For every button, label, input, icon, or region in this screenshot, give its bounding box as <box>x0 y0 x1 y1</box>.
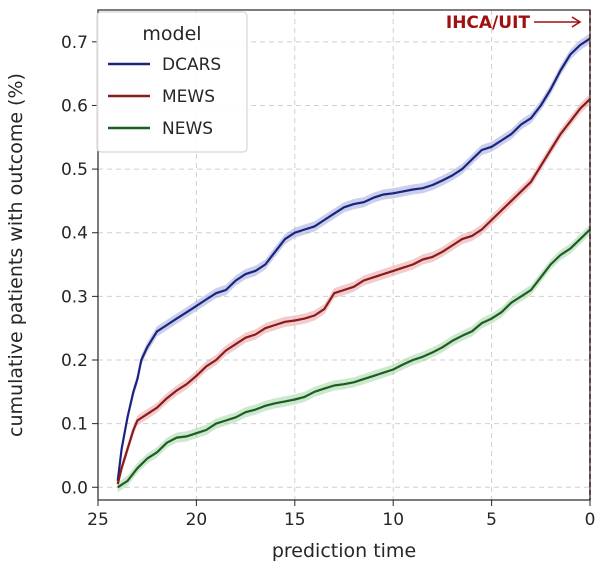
x-tick-label: 0 <box>585 510 596 530</box>
confidence-band-layer <box>117 33 590 493</box>
series-line-dcars <box>116 37 591 482</box>
legend-label-dcars: DCARS <box>162 55 221 75</box>
legend: model DCARS MEWS NEWS <box>96 11 248 153</box>
y-axis-label: cumulative patients with outcome (%) <box>5 73 27 437</box>
x-tick-label: 15 <box>284 510 306 530</box>
x-axis-label: prediction time <box>272 540 416 562</box>
series-line-layer <box>116 37 591 489</box>
legend-label-news: NEWS <box>162 119 213 139</box>
series-line-mews <box>116 98 591 485</box>
plot-frame <box>97 9 591 501</box>
legend-entries: DCARS MEWS NEWS <box>108 55 221 139</box>
confidence-band-mews <box>117 94 590 490</box>
x-tick-label: 10 <box>382 510 404 530</box>
x-tick-label: 5 <box>486 510 497 530</box>
annotation-arrowhead <box>571 16 582 28</box>
y-tick-label: 0.7 <box>61 33 88 53</box>
y-tick-label: 0.4 <box>61 224 88 244</box>
x-tick-label: 20 <box>186 510 208 530</box>
y-tick-label: 0.5 <box>61 160 88 180</box>
y-tick-label: 0.6 <box>61 96 88 116</box>
annotation-label: IHCA/UIT <box>446 13 531 33</box>
x-tick-label: 25 <box>87 510 109 530</box>
y-tick-label: 0.1 <box>61 415 88 435</box>
y-tick-label: 0.0 <box>61 478 88 498</box>
series-line-news <box>117 228 591 489</box>
legend-title: model <box>142 23 201 45</box>
legend-label-mews: MEWS <box>162 87 215 107</box>
legend-box <box>96 11 248 153</box>
y-tick-label: 0.3 <box>61 287 88 307</box>
tick-layer: 25 20 15 10 5 0 0.0 0.1 0.2 0.3 0.4 0.5 0.6 0.7 <box>61 33 595 530</box>
y-tick-label: 0.2 <box>61 351 88 371</box>
